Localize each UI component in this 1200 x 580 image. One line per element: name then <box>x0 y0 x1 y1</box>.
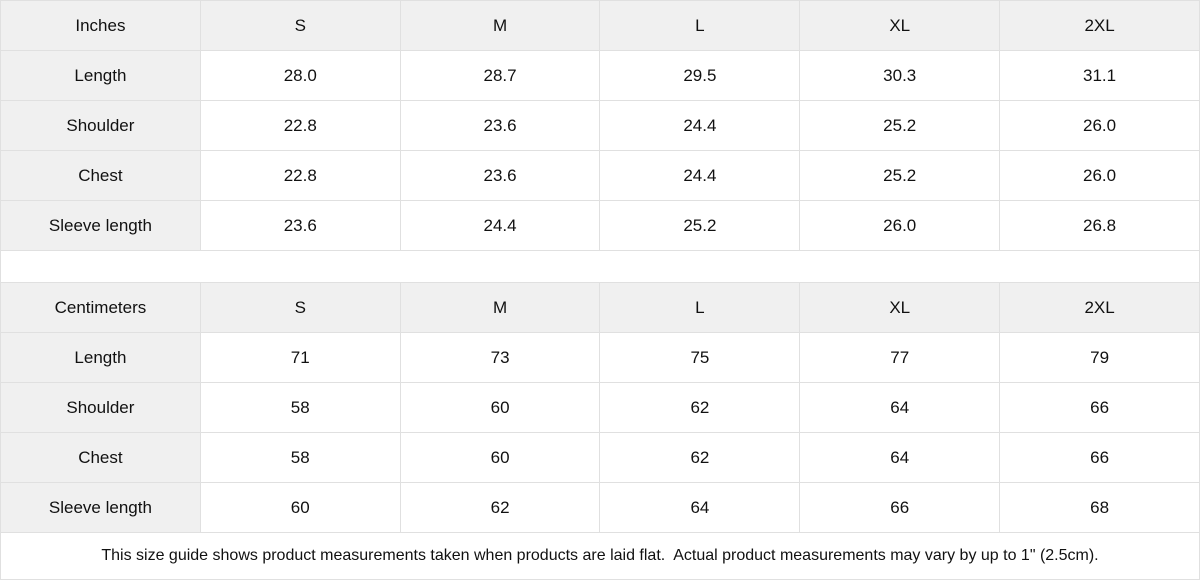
value-cell: 25.2 <box>599 200 801 251</box>
table-row: Chest 22.8 23.6 24.4 25.2 26.0 <box>0 150 1200 201</box>
centimeters-table: Centimeters S M L XL 2XL Length 71 73 75… <box>0 282 1200 533</box>
size-guide-note: This size guide shows product measuremen… <box>0 533 1200 580</box>
value-cell: 62 <box>399 482 601 533</box>
table-gap <box>0 251 1200 282</box>
value-cell: 79 <box>999 332 1200 383</box>
size-header-cell: L <box>599 0 801 51</box>
row-label: Sleeve length <box>0 200 201 251</box>
inches-table: Inches S M L XL 2XL Length 28.0 28.7 29.… <box>0 0 1200 251</box>
value-cell: 24.4 <box>599 150 801 201</box>
table-row: Chest 58 60 62 64 66 <box>0 432 1200 483</box>
value-cell: 75 <box>599 332 801 383</box>
size-header-cell: XL <box>799 282 1001 333</box>
table-row: Sleeve length 60 62 64 66 68 <box>0 482 1200 533</box>
table-row: Length 71 73 75 77 79 <box>0 332 1200 383</box>
value-cell: 24.4 <box>599 100 801 151</box>
row-label: Chest <box>0 432 201 483</box>
value-cell: 25.2 <box>799 100 1001 151</box>
value-cell: 22.8 <box>199 100 401 151</box>
value-cell: 23.6 <box>399 150 601 201</box>
row-label: Length <box>0 50 201 101</box>
value-cell: 58 <box>199 432 401 483</box>
size-header-cell: M <box>399 282 601 333</box>
centimeters-header-row: Centimeters S M L XL 2XL <box>0 282 1200 333</box>
value-cell: 66 <box>999 432 1200 483</box>
value-cell: 62 <box>599 432 801 483</box>
value-cell: 66 <box>999 382 1200 433</box>
value-cell: 28.0 <box>199 50 401 101</box>
unit-header-cell: Centimeters <box>0 282 201 333</box>
inches-header-row: Inches S M L XL 2XL <box>0 0 1200 51</box>
value-cell: 68 <box>999 482 1200 533</box>
note-text: This size guide shows product measuremen… <box>101 547 1099 564</box>
size-header-cell: S <box>199 0 401 51</box>
value-cell: 64 <box>599 482 801 533</box>
size-header-cell: 2XL <box>999 282 1200 333</box>
value-cell: 26.8 <box>999 200 1200 251</box>
value-cell: 62 <box>599 382 801 433</box>
value-cell: 77 <box>799 332 1001 383</box>
value-cell: 64 <box>799 382 1001 433</box>
row-label: Shoulder <box>0 100 201 151</box>
unit-header-cell: Inches <box>0 0 201 51</box>
value-cell: 24.4 <box>399 200 601 251</box>
value-cell: 28.7 <box>399 50 601 101</box>
row-label: Length <box>0 332 201 383</box>
value-cell: 26.0 <box>799 200 1001 251</box>
value-cell: 30.3 <box>799 50 1001 101</box>
value-cell: 22.8 <box>199 150 401 201</box>
value-cell: 25.2 <box>799 150 1001 201</box>
value-cell: 31.1 <box>999 50 1200 101</box>
row-label: Chest <box>0 150 201 201</box>
value-cell: 29.5 <box>599 50 801 101</box>
row-label: Sleeve length <box>0 482 201 533</box>
value-cell: 60 <box>399 382 601 433</box>
value-cell: 26.0 <box>999 150 1200 201</box>
size-header-cell: S <box>199 282 401 333</box>
value-cell: 23.6 <box>399 100 601 151</box>
value-cell: 66 <box>799 482 1001 533</box>
value-cell: 64 <box>799 432 1001 483</box>
size-header-cell: XL <box>799 0 1001 51</box>
value-cell: 58 <box>199 382 401 433</box>
value-cell: 26.0 <box>999 100 1200 151</box>
size-header-cell: L <box>599 282 801 333</box>
value-cell: 60 <box>399 432 601 483</box>
value-cell: 71 <box>199 332 401 383</box>
table-row: Length 28.0 28.7 29.5 30.3 31.1 <box>0 50 1200 101</box>
value-cell: 60 <box>199 482 401 533</box>
row-label: Shoulder <box>0 382 201 433</box>
size-header-cell: M <box>399 0 601 51</box>
table-row: Shoulder 58 60 62 64 66 <box>0 382 1200 433</box>
table-row: Shoulder 22.8 23.6 24.4 25.2 26.0 <box>0 100 1200 151</box>
value-cell: 73 <box>399 332 601 383</box>
value-cell: 23.6 <box>199 200 401 251</box>
size-header-cell: 2XL <box>999 0 1200 51</box>
table-row: Sleeve length 23.6 24.4 25.2 26.0 26.8 <box>0 200 1200 251</box>
